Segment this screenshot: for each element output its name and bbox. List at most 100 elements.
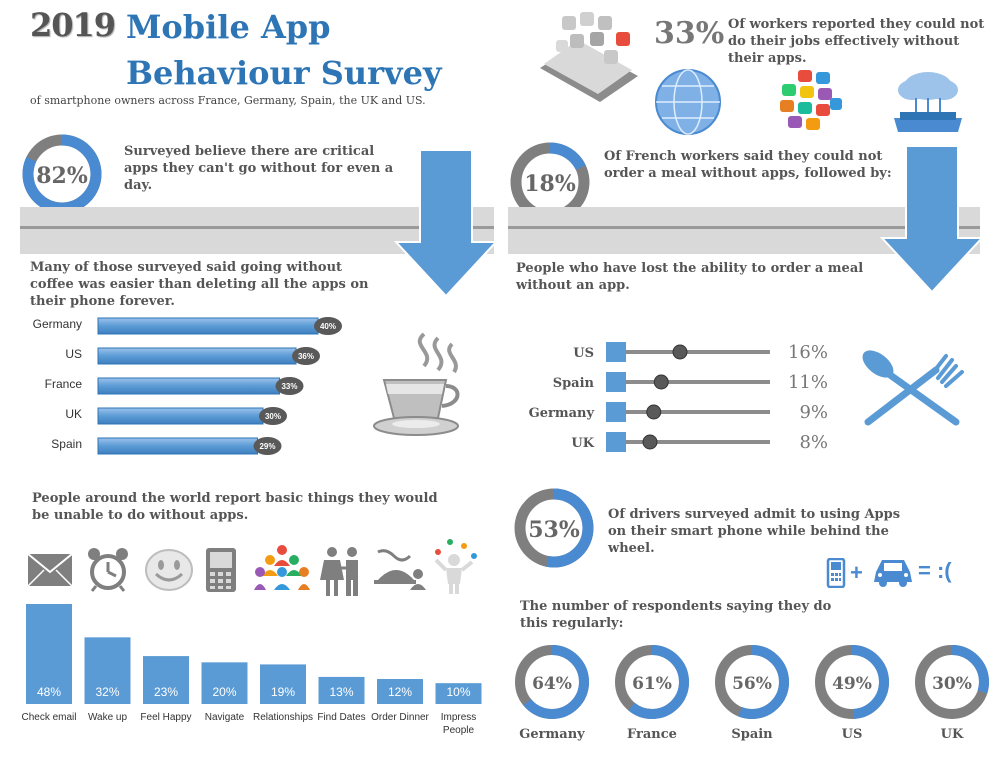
meal-slider-knob (646, 404, 662, 420)
coffee-category-label: US (65, 347, 82, 361)
regular-ring-chart: 64% Germany 61% France 56% Spain 49% US 30% UK (515, 645, 989, 742)
basic-bar (143, 656, 189, 704)
regular-category-label: US (842, 727, 863, 742)
mobile-phone-icon (826, 558, 846, 588)
regular-category-label: France (627, 727, 677, 742)
coffee-value-badge (292, 347, 320, 365)
equation-plus: + (850, 560, 863, 585)
basic-category-label: Find Dates (317, 712, 365, 723)
coffee-bar (97, 317, 319, 335)
band-line-right (508, 226, 980, 229)
basic-value-label: 20% (212, 685, 236, 699)
coffee-value-label: 36% (298, 352, 314, 361)
ring-82-label: 82% (36, 163, 88, 189)
regular-ring-fill (715, 645, 789, 719)
subtitle: of smartphone owners across France, Germ… (30, 94, 426, 107)
basic-value-label: 23% (154, 685, 178, 699)
meal-category-label: US (573, 346, 594, 361)
regular-ring-fill (515, 645, 589, 719)
coffee-category-label: Germany (33, 317, 82, 331)
regular-category-label: Germany (519, 727, 585, 742)
regular-ring-fill (815, 645, 889, 719)
meal-category-label: UK (571, 436, 594, 451)
alarm-clock-icon (88, 548, 128, 592)
fork-spoon-icon (862, 350, 964, 426)
meal-slider-start (606, 342, 626, 362)
page-title-line1: Mobile App (126, 8, 331, 46)
meal-slider-start (606, 372, 626, 392)
basic-caption: People around the world report basic thi… (32, 491, 438, 523)
juggler-icon (434, 539, 477, 594)
meal-caption: People who have lost the ability to orde… (516, 261, 864, 293)
meal-slider-chart: US 16% Spain 11% Germany 9% UK 8% (529, 342, 828, 453)
header: 2019 Mobile App Behaviour Survey of smar… (30, 6, 500, 111)
down-arrow-right (880, 146, 984, 294)
coffee-value-label: 29% (259, 442, 275, 451)
phone-icon (206, 548, 236, 592)
dinner-icon (374, 549, 426, 590)
meal-value-label: 9% (799, 402, 828, 423)
basic-bar (201, 662, 248, 704)
basic-value-label: 12% (388, 685, 412, 699)
ring-53: 53% (514, 488, 594, 568)
basic-bar (260, 664, 306, 704)
regular-ring-label: 49% (832, 674, 872, 694)
basic-bar-chart: 48% Check email 32% Wake up 23% Feel Happy 20%… (21, 604, 482, 736)
meal-value-label: 11% (788, 372, 828, 393)
basic-category-label: Wake up (88, 712, 128, 723)
basic-category-label: Navigate (205, 712, 245, 723)
meal-slider-start (606, 402, 626, 422)
regular-ring-label: 64% (532, 674, 572, 694)
basic-value-label: 19% (271, 685, 295, 699)
basic-bar (84, 637, 131, 704)
envelope-icon (27, 553, 73, 587)
meal-slider-knob (653, 374, 669, 390)
coffee-value-label: 33% (281, 382, 297, 391)
coffee-category-label: Spain (51, 437, 82, 451)
coffee-category-label: France (45, 377, 83, 391)
basic-category-label: Relationships (253, 712, 313, 723)
basic-value-label: 10% (446, 685, 470, 699)
colorful-apps-icon (780, 70, 842, 130)
regular-category-label: UK (941, 727, 964, 742)
stat-18-text: Of French workers said they could not or… (604, 149, 892, 181)
meal-value-label: 16% (788, 342, 828, 363)
meal-category-label: Germany (529, 406, 595, 421)
regular-ring-label: 56% (732, 674, 772, 694)
basic-category-label: People (443, 725, 475, 736)
basic-bar (318, 676, 365, 704)
coffee-value-badge (259, 407, 287, 425)
ring-18-label: 18% (524, 171, 576, 197)
regular-ring-label: 61% (632, 674, 672, 694)
band-line-left (20, 226, 494, 229)
coffee-bar (97, 377, 280, 395)
couple-icon (320, 547, 358, 596)
coffee-value-badge (253, 437, 282, 455)
coffee-caption: Many of those surveyed said going withou… (30, 260, 369, 309)
stat-33-text: Of workers reported they could not do th… (728, 17, 985, 66)
meal-slider-start (606, 432, 626, 452)
stat-33-value: 33% (654, 16, 725, 51)
smiley-icon (145, 549, 193, 591)
basic-bar (377, 679, 423, 704)
coffee-cup-icon (373, 332, 460, 436)
meal-value-label: 8% (799, 432, 828, 453)
meal-slider-knob (672, 344, 688, 360)
basic-bar (26, 604, 72, 704)
car-icon (874, 560, 912, 587)
basic-bar (435, 683, 482, 704)
regular-caption: The number of respondents saying they do… (520, 599, 832, 631)
equation-result: = :( (918, 558, 952, 583)
stat-82-text: Surveyed believe there are critical apps… (124, 144, 394, 193)
globe-apps-icon (655, 69, 721, 135)
basic-value-label: 13% (329, 685, 353, 699)
basic-category-label: Order Dinner (371, 712, 429, 723)
coffee-bar-chart: Germany 40% US 36% France 33% UK 30% Spain 29% (33, 317, 342, 455)
regular-ring-fill (615, 645, 689, 719)
stat-53-text: Of drivers surveyed admit to using Apps … (608, 507, 901, 556)
regular-ring-fill (915, 645, 989, 719)
coffee-bar (97, 407, 264, 425)
coffee-bar (97, 437, 258, 455)
coffee-value-badge (275, 377, 304, 395)
basic-value-label: 48% (37, 685, 61, 699)
